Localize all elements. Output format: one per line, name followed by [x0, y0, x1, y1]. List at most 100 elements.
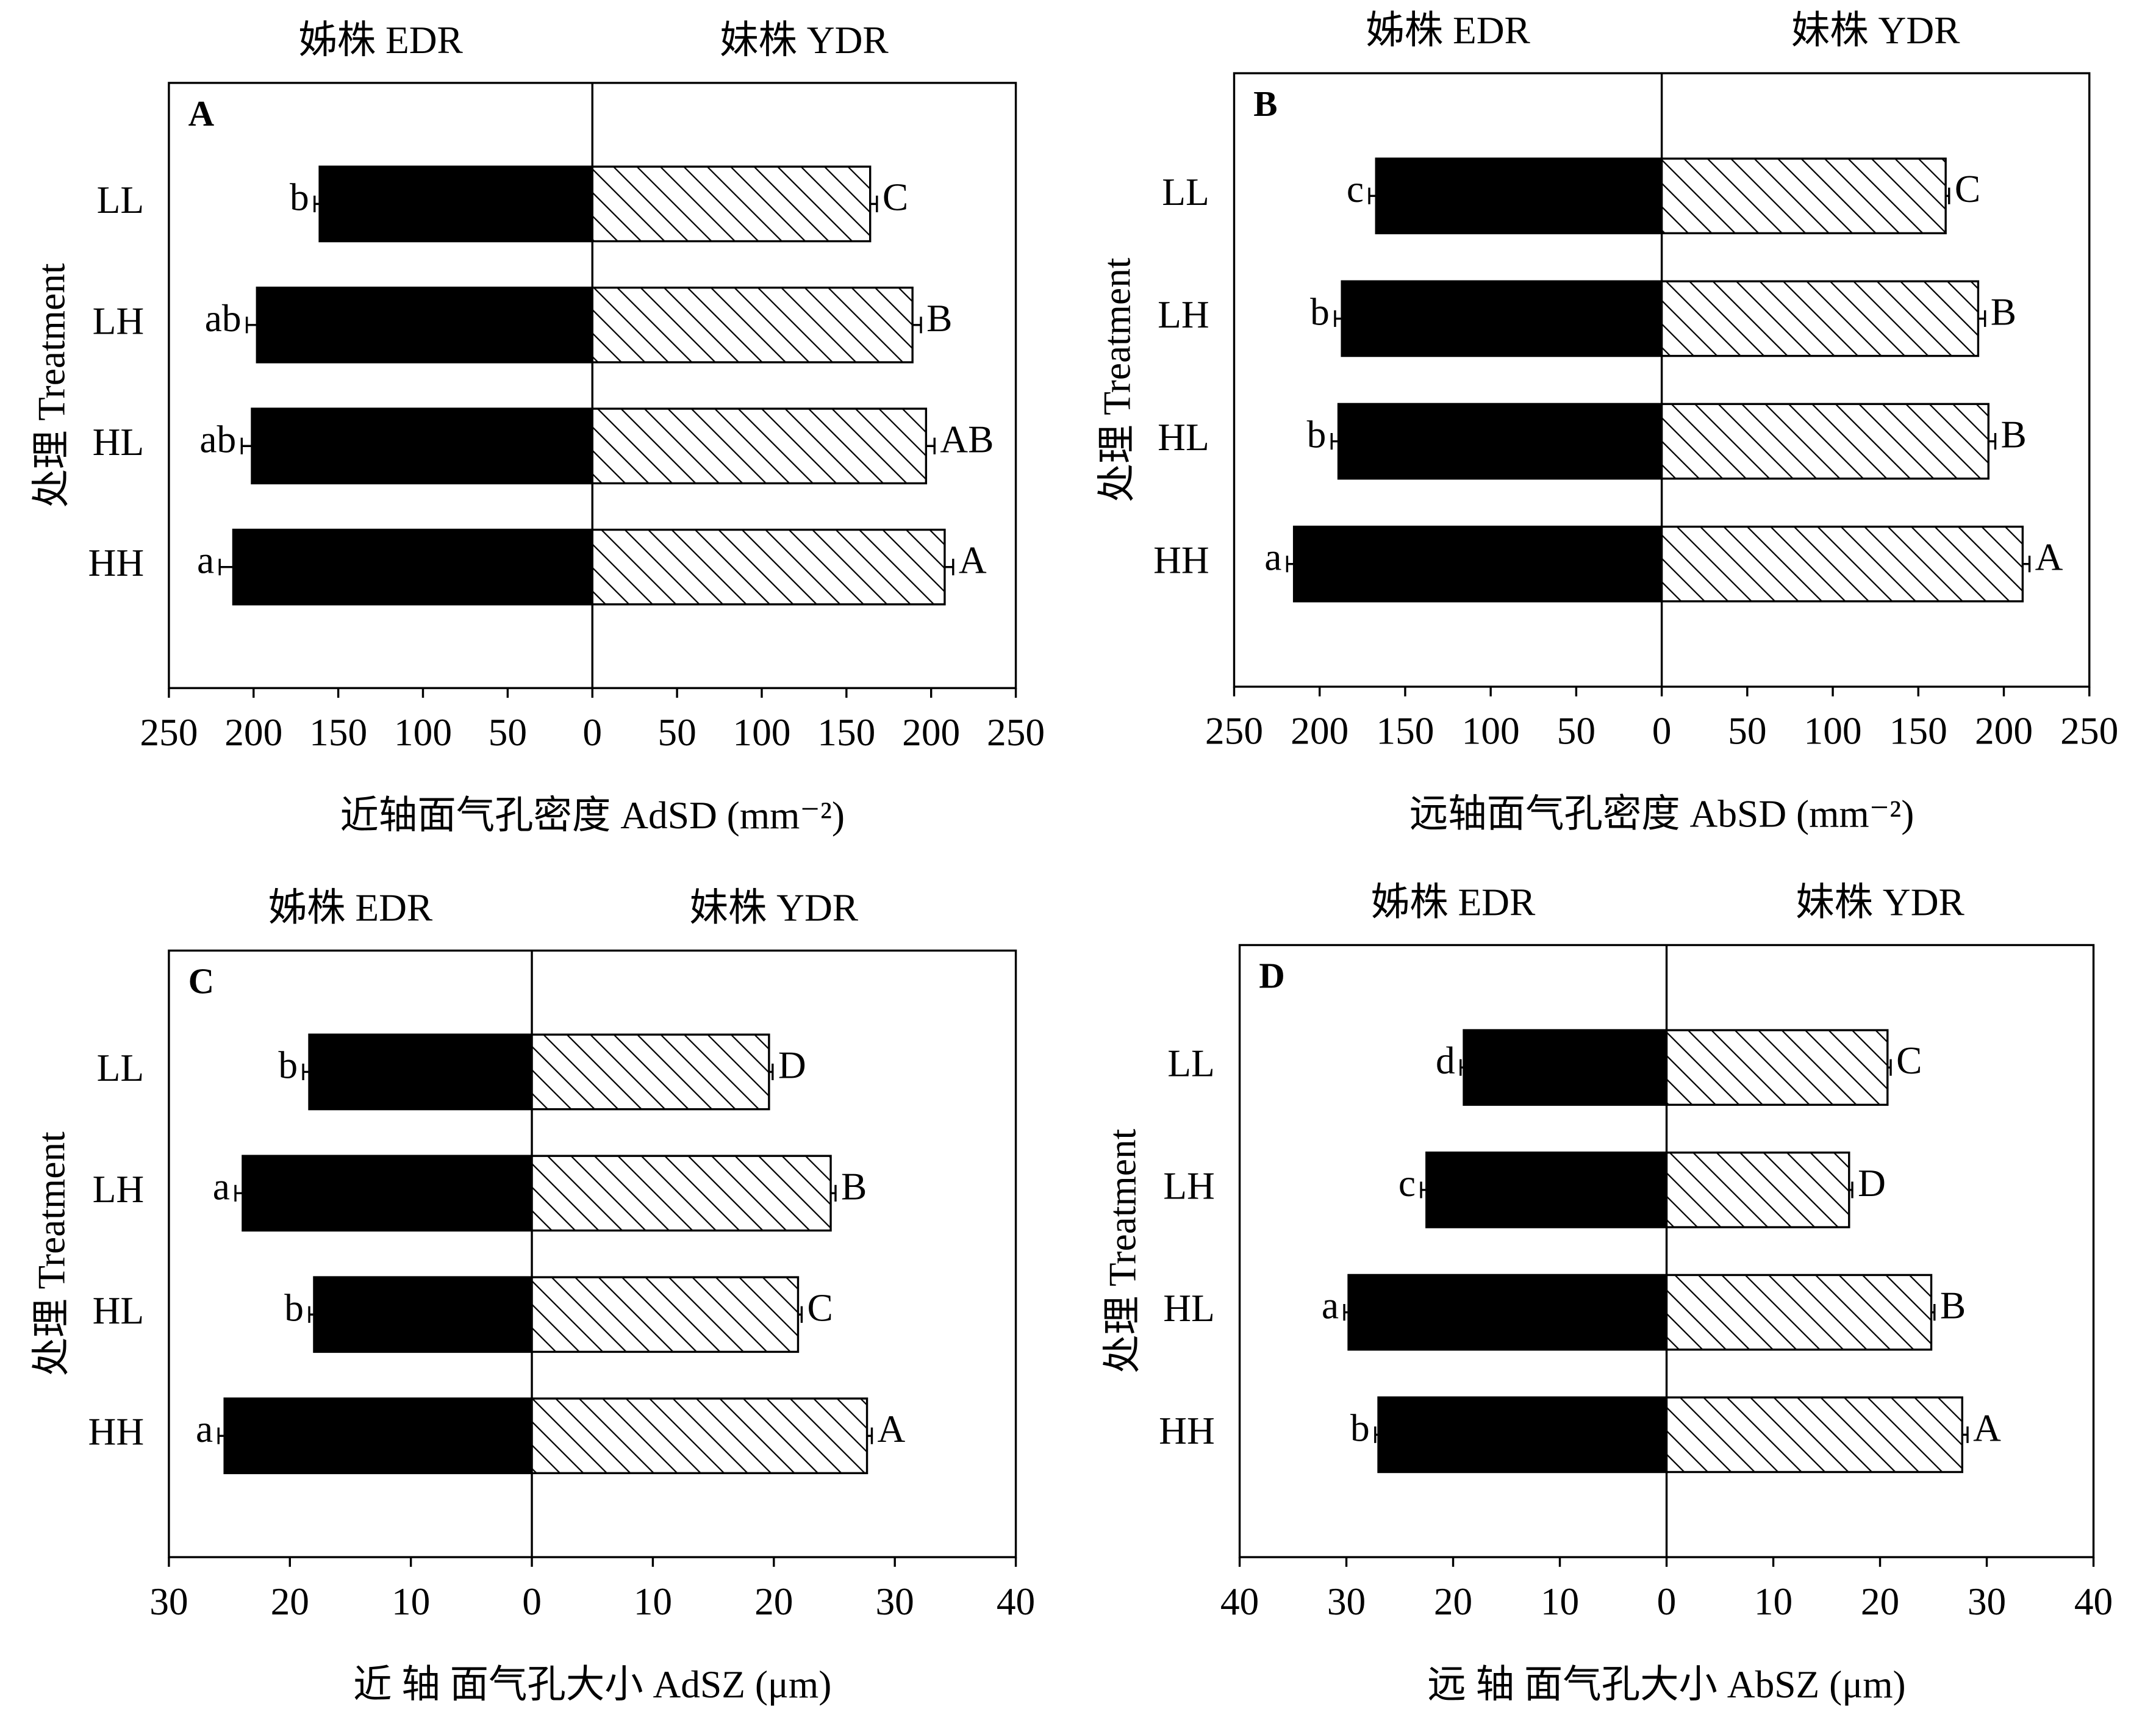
x-tick-label: 0 — [1657, 1580, 1677, 1623]
x-tick-label: 10 — [634, 1580, 672, 1623]
significance-letter: B — [1991, 290, 2016, 333]
significance-letter: c — [1399, 1161, 1416, 1205]
series-header: 姊株 EDR — [268, 886, 433, 930]
series-header: 妹株 YDR — [690, 886, 859, 930]
y-tick-label: HH — [1153, 538, 1209, 581]
bar — [1347, 1274, 1668, 1351]
y-axis-title: 处理 Treatment — [30, 263, 73, 507]
bar — [242, 1155, 533, 1232]
bar — [1660, 525, 2024, 603]
bar — [232, 528, 593, 606]
significance-letter: D — [778, 1043, 806, 1086]
series-header: 妹株 YDR — [1791, 9, 1960, 52]
y-tick-label: HL — [1158, 415, 1209, 459]
significance-letter: ab — [205, 296, 242, 340]
error-bar — [1343, 1304, 1349, 1321]
x-tick-label: 40 — [2074, 1580, 2113, 1623]
error-bar — [768, 1063, 774, 1081]
y-tick-label: LH — [1158, 293, 1209, 336]
x-tick-label: 40 — [997, 1580, 1035, 1623]
significance-letter: D — [1858, 1161, 1886, 1205]
significance-letter: A — [2035, 536, 2063, 579]
x-tick-label: 250 — [140, 711, 198, 754]
y-tick-label: LL — [1162, 170, 1209, 213]
error-bar — [1931, 1304, 1936, 1321]
error-bar — [2022, 556, 2031, 573]
error-bar — [944, 559, 954, 576]
bar — [531, 1033, 770, 1111]
significance-letter: a — [1322, 1284, 1339, 1327]
significance-letter: C — [883, 175, 908, 218]
significance-letter: a — [197, 539, 214, 582]
x-tick-label: 100 — [1462, 709, 1520, 753]
error-bar — [831, 1184, 837, 1202]
error-bar — [1420, 1181, 1427, 1198]
x-tick-label: 20 — [754, 1580, 793, 1623]
x-tick-label: 100 — [1804, 709, 1862, 753]
bar — [1665, 1029, 1889, 1106]
series-header: 姊株 EDR — [1366, 9, 1530, 52]
bar — [531, 1397, 868, 1475]
x-tick-label: 200 — [1975, 709, 2033, 753]
x-tick-label: 50 — [657, 711, 696, 754]
significance-letter: AB — [940, 417, 994, 460]
error-bar — [218, 559, 234, 576]
bar — [1377, 1396, 1668, 1474]
x-axis-title: 远轴面气孔密度 AbSD (mm⁻²) — [1409, 792, 1914, 836]
error-bar — [234, 1184, 243, 1202]
bar — [1665, 1152, 1850, 1228]
error-bar — [1459, 1059, 1464, 1076]
x-tick-label: 100 — [732, 711, 790, 754]
bar — [1660, 280, 1980, 357]
bar — [308, 1033, 533, 1111]
y-tick-label: HH — [88, 541, 145, 584]
bar — [251, 407, 593, 485]
x-tick-label: 20 — [1861, 1580, 1899, 1623]
significance-letter: A — [959, 539, 987, 582]
y-axis-title: 处理 Treatment — [30, 1131, 73, 1376]
bar — [1337, 403, 1663, 480]
significance-letter: A — [878, 1407, 906, 1450]
bar — [591, 286, 914, 364]
x-tick-label: 0 — [1652, 709, 1672, 753]
y-tick-label: HL — [93, 420, 145, 464]
x-tick-label: 30 — [1968, 1580, 2006, 1623]
panel-label: D — [1259, 956, 1285, 996]
significance-letter: a — [213, 1164, 230, 1208]
error-bar — [245, 317, 257, 334]
error-bar — [217, 1427, 225, 1444]
y-tick-label: LH — [93, 1167, 145, 1211]
x-tick-label: 0 — [522, 1580, 542, 1623]
bar — [1292, 525, 1663, 603]
y-tick-label: HH — [88, 1410, 145, 1453]
x-tick-label: 150 — [309, 711, 367, 754]
y-axis-title: 处理 Treatment — [1100, 1128, 1144, 1373]
x-tick-label: 250 — [2060, 709, 2118, 753]
significance-letter: B — [926, 296, 952, 340]
error-bar — [240, 437, 252, 454]
x-tick-label: 250 — [1205, 709, 1263, 753]
bar — [591, 165, 872, 243]
bar — [1425, 1152, 1668, 1228]
bar — [1463, 1029, 1668, 1106]
significance-letter: a — [1264, 536, 1281, 579]
series-header: 姊株 EDR — [1371, 881, 1536, 924]
x-tick-label: 20 — [1434, 1580, 1472, 1623]
bar — [591, 528, 946, 606]
error-bar — [798, 1306, 803, 1323]
bar — [1660, 157, 1947, 235]
significance-letter: A — [1973, 1406, 2001, 1449]
y-tick-label: LH — [1163, 1164, 1215, 1207]
error-bar — [926, 437, 936, 454]
error-bar — [1849, 1181, 1853, 1198]
panel-label: B — [1253, 84, 1277, 124]
x-tick-label: 200 — [902, 711, 960, 754]
bar — [531, 1155, 832, 1232]
bar — [223, 1397, 533, 1475]
x-tick-label: 50 — [1557, 709, 1596, 753]
error-bar — [308, 1306, 314, 1323]
y-tick-label: LL — [1167, 1042, 1214, 1085]
x-tick-label: 50 — [489, 711, 527, 754]
error-bar — [1962, 1426, 1969, 1443]
